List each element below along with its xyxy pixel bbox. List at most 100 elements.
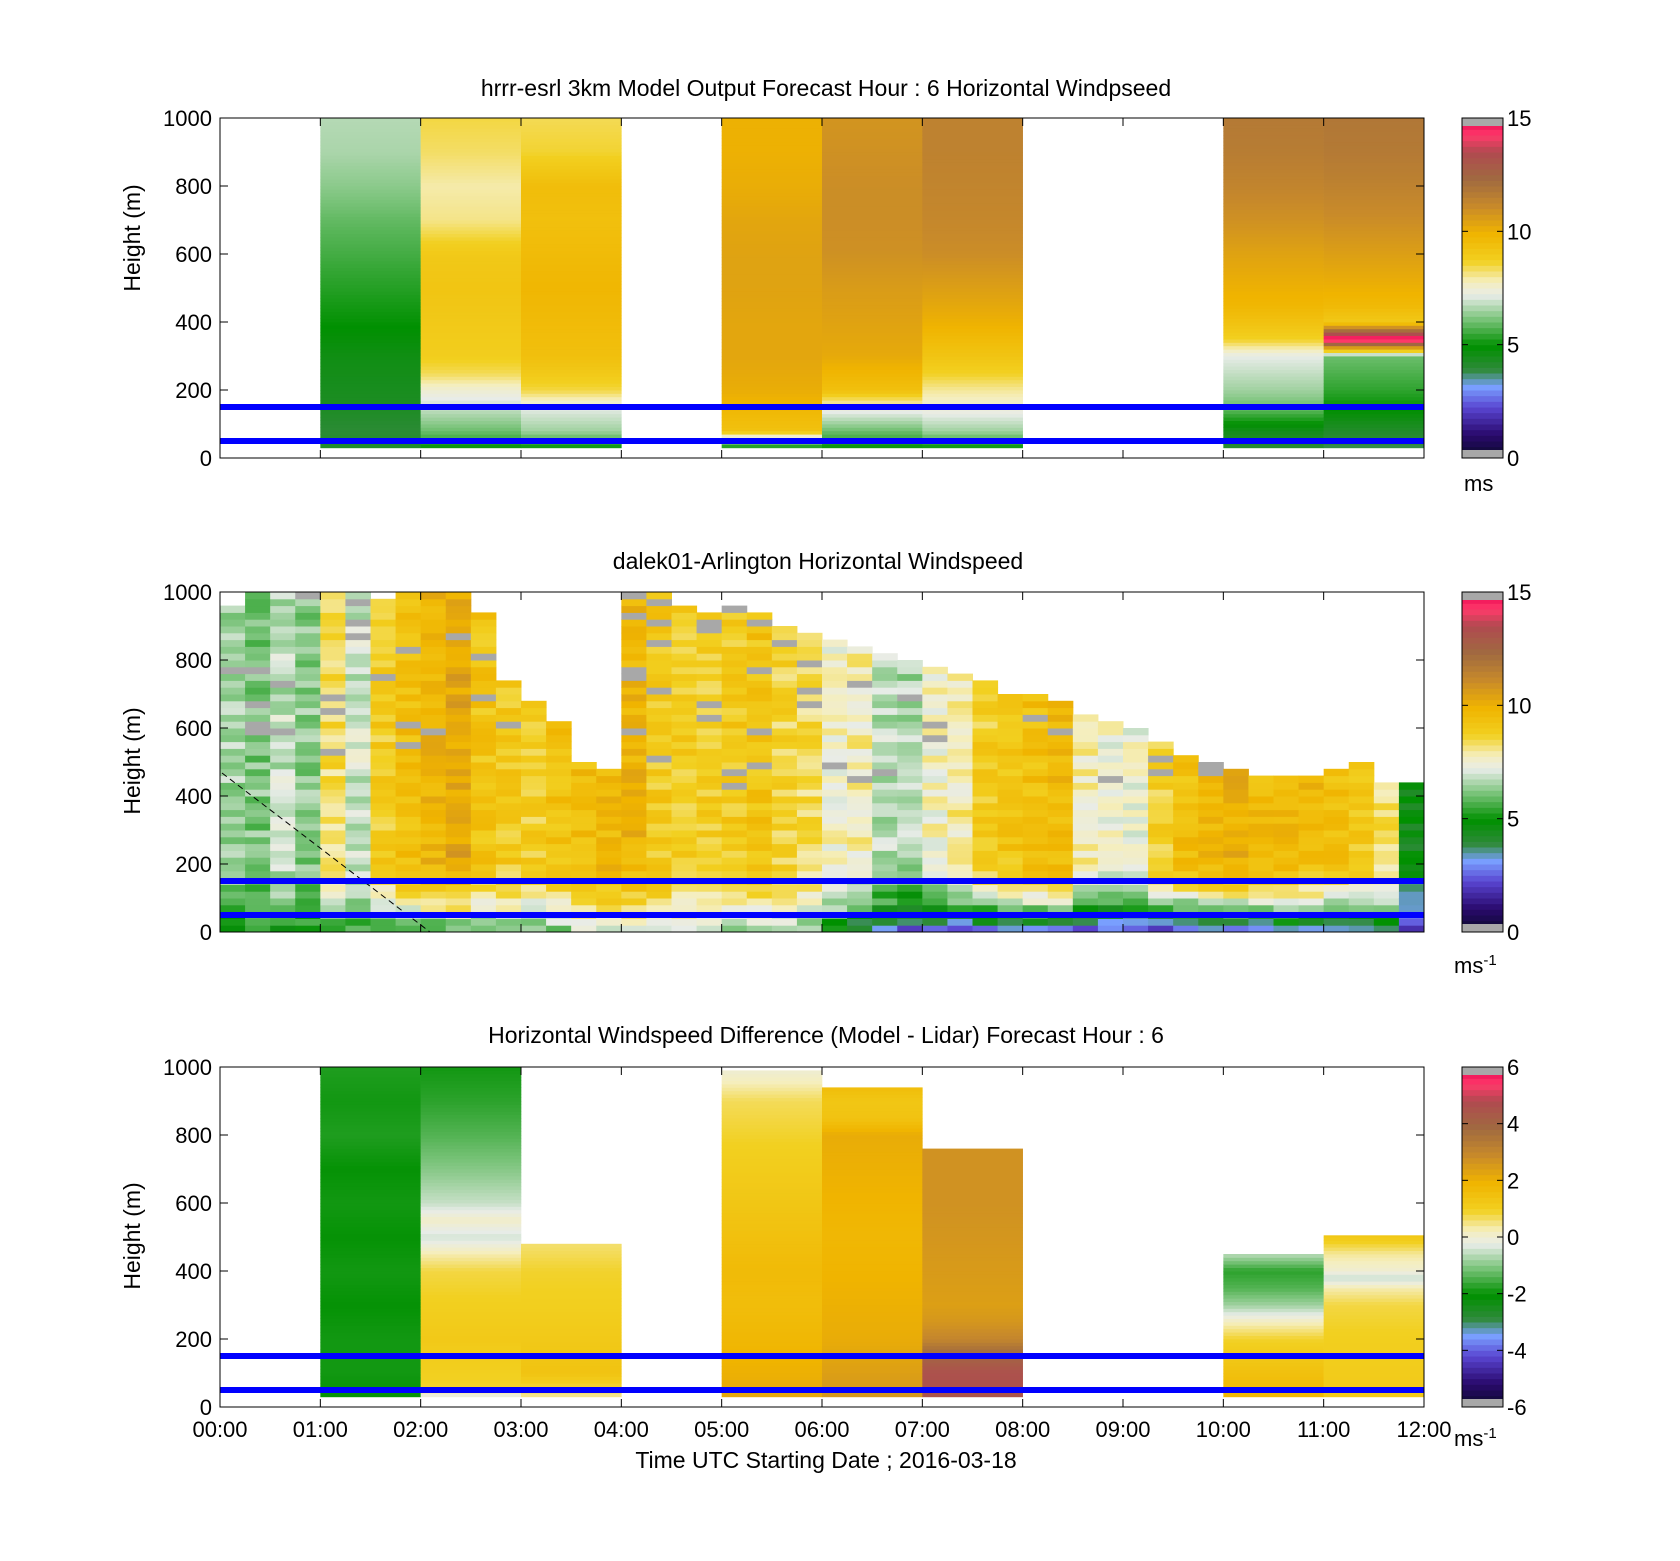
profile-cell: [721, 1243, 823, 1248]
lidar-cell: [345, 741, 371, 749]
lidar-cell: [771, 796, 798, 804]
lidar-cell: [395, 700, 422, 709]
colorbar-segment: [1462, 898, 1503, 905]
lidar-cell: [671, 782, 698, 790]
profile-cell: [922, 240, 1023, 245]
lidar-cell: [420, 891, 447, 899]
profile-cell: [521, 356, 622, 360]
profile-cell: [1223, 1291, 1324, 1296]
lidar-cell: [470, 789, 497, 797]
lidar-cell: [721, 782, 748, 790]
lidar-cell: [947, 707, 973, 715]
lidar-cell: [721, 823, 748, 831]
lidar-cell: [445, 898, 472, 906]
lidar-cell: [1223, 843, 1249, 851]
lidar-cell: [220, 734, 246, 743]
lidar-cell: [721, 687, 748, 695]
lidar-cell: [646, 666, 672, 675]
lidar-cell: [521, 864, 547, 872]
profile-cell: [420, 386, 522, 391]
lidar-cell: [571, 789, 597, 797]
lidar-cell: [596, 836, 622, 845]
colorbar-segment: [1462, 597, 1503, 604]
profile-cell: [922, 1349, 1023, 1353]
lidar-cell: [746, 626, 773, 634]
lidar-cell: [596, 918, 622, 926]
lidar-cell: [445, 850, 472, 858]
profile-cell: [1223, 1288, 1324, 1292]
profile-cell: [320, 226, 421, 231]
lidar-column: [245, 592, 271, 933]
lidar-cell: [395, 728, 422, 736]
profile-cell: [1223, 1274, 1324, 1279]
lidar-column: [596, 768, 622, 933]
lidar-cell: [445, 653, 472, 661]
lidar-cell: [1148, 850, 1174, 858]
lidar-cell: [320, 680, 346, 688]
lidar-cell: [696, 925, 723, 933]
lidar-column: [420, 592, 447, 933]
profile-cell: [922, 318, 1023, 323]
colorbar-segment: [1462, 631, 1503, 638]
lidar-cell: [270, 734, 296, 743]
lidar-cell: [420, 823, 447, 831]
profile-cell: [320, 264, 421, 268]
profile-cell: [822, 1335, 923, 1340]
lidar-cell: [771, 728, 798, 736]
lidar-cell: [872, 904, 898, 913]
lidar-cell: [847, 789, 873, 797]
lidar-cell: [1323, 809, 1350, 817]
lidar-cell: [270, 714, 296, 722]
profile-cell: [420, 1301, 522, 1306]
profile-cell: [320, 1107, 421, 1112]
lidar-cell: [370, 598, 397, 607]
lidar-cell: [220, 680, 246, 688]
lidar-cell: [646, 619, 672, 627]
x-tick-label: 06:00: [794, 1417, 849, 1442]
profile-cell: [922, 1379, 1023, 1384]
profile-cell: [822, 1138, 923, 1143]
lidar-cell: [847, 768, 873, 777]
profile-cell: [721, 362, 823, 367]
lidar-cell: [872, 857, 898, 865]
lidar-cell: [1072, 843, 1099, 851]
lidar-cell: [370, 870, 397, 879]
lidar-cell: [646, 646, 672, 654]
profile-cell: [320, 315, 421, 319]
colorbar-segment: [1462, 378, 1503, 385]
profile-cell: [1323, 281, 1425, 285]
profile-cell: [721, 379, 823, 384]
profile-cell: [320, 1169, 421, 1173]
profile-cell: [922, 1288, 1023, 1292]
model-colorbar-unit: ms: [1464, 471, 1493, 496]
lidar-cell: [1198, 898, 1224, 906]
lidar-cell: [445, 830, 472, 838]
lidar-cell: [847, 816, 873, 824]
profile-cell: [521, 247, 622, 251]
lidar-cell: [947, 775, 973, 783]
lidar-cell: [470, 707, 497, 715]
profile-cell: [922, 1383, 1023, 1387]
lidar-cell: [621, 823, 647, 831]
profile-cell: [922, 271, 1023, 275]
lidar-cell: [671, 612, 698, 620]
profile-cell: [420, 260, 522, 265]
profile-cell: [922, 1199, 1023, 1204]
profile-cell: [420, 1067, 522, 1071]
lidar-cell: [1398, 823, 1425, 831]
lidar-cell: [822, 925, 848, 933]
lidar-cell: [897, 918, 923, 926]
profile-cell: [420, 362, 522, 367]
profile-cell: [420, 281, 522, 285]
lidar-cell: [1123, 762, 1149, 770]
lidar-cell: [495, 830, 522, 838]
profile-cell: [721, 1308, 823, 1313]
profile-cell: [1223, 169, 1324, 173]
lidar-cell: [220, 762, 246, 770]
lidar-cell: [345, 768, 371, 777]
profile-cell: [1223, 1366, 1324, 1370]
profile-cell: [721, 1104, 823, 1109]
lidar-cell: [721, 850, 748, 858]
lidar-cell: [270, 707, 296, 715]
profile-cell: [922, 1223, 1023, 1228]
